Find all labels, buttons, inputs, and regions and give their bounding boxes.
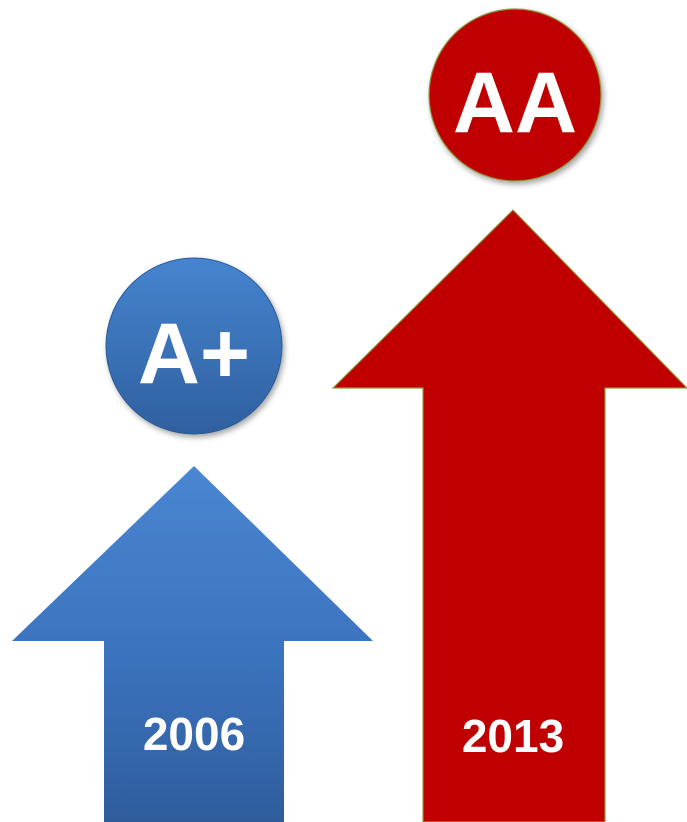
rating-2006-grade-badge xyxy=(105,257,283,435)
rating-2006-group: 2006 A+ xyxy=(12,257,373,822)
rating-2006-arrow xyxy=(12,466,373,822)
rating-2013-grade-label: AA xyxy=(453,55,577,151)
rating-2006-year-label: 2006 xyxy=(143,708,245,760)
rating-2013-group: 2013 AA xyxy=(331,8,687,822)
rating-2013-arrow xyxy=(331,209,687,822)
rating-2013-year-label: 2013 xyxy=(462,710,564,762)
rating-2013-grade-badge xyxy=(428,8,602,182)
rating-2006-grade-label: A+ xyxy=(138,306,250,402)
